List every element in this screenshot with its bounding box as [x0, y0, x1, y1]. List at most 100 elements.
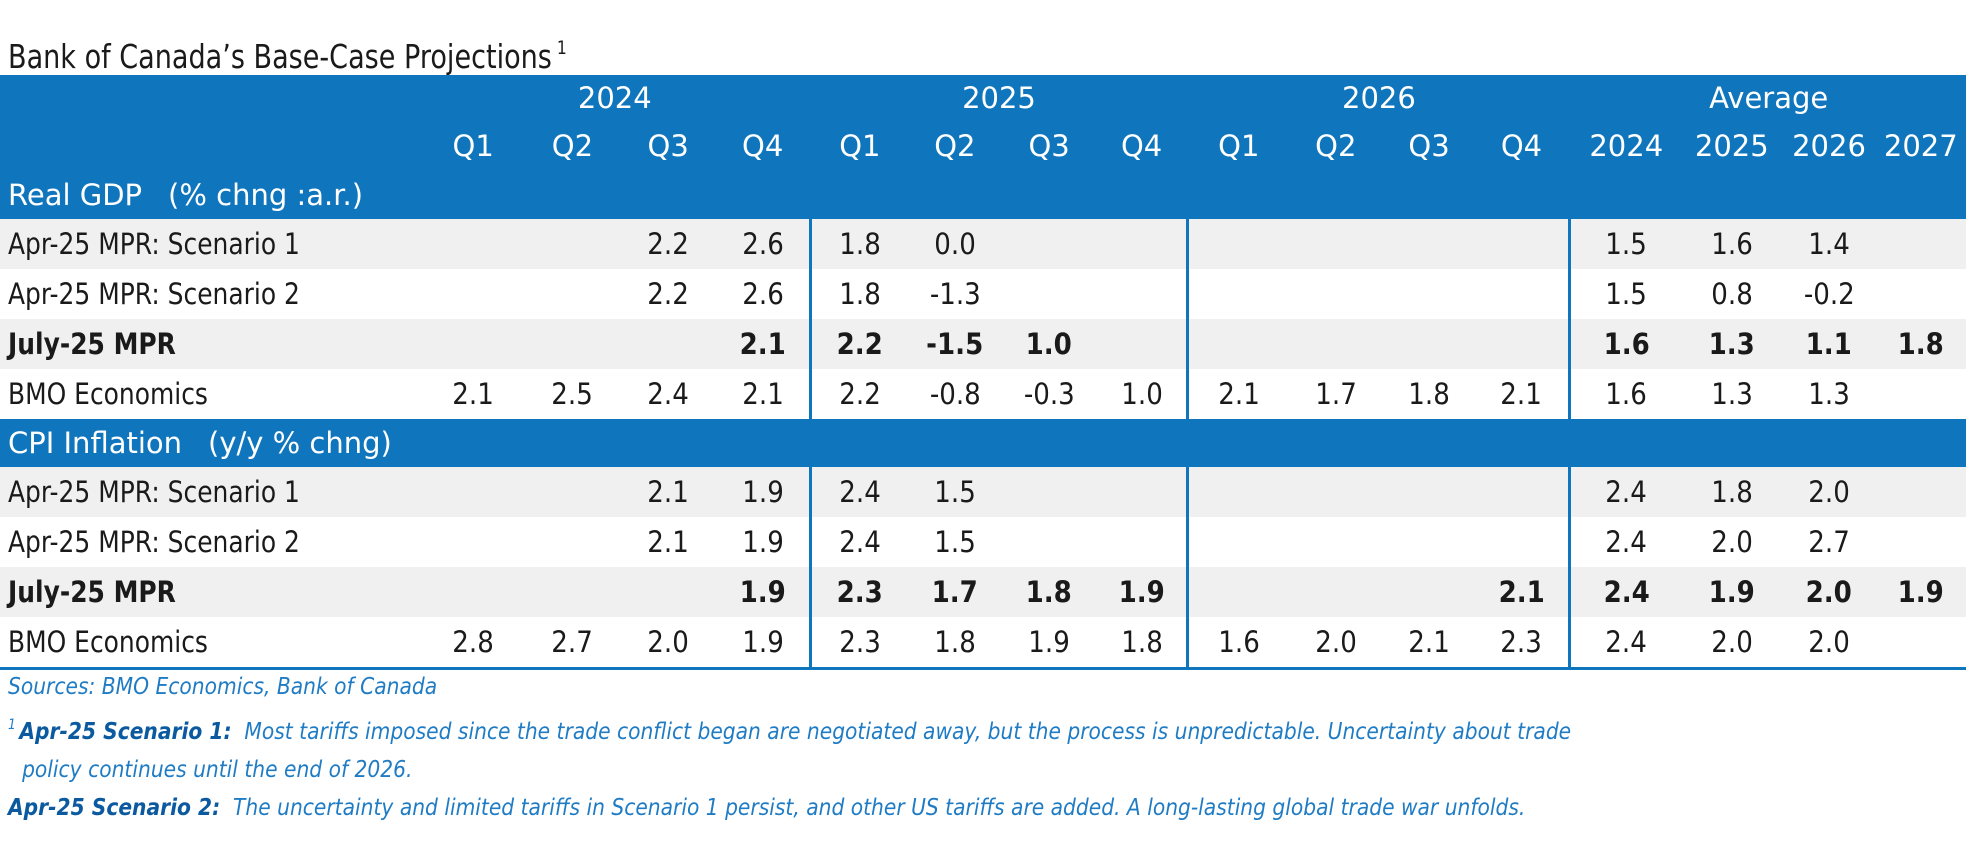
value-text: 2.0 — [1808, 475, 1850, 509]
header-quarter: Q4 — [716, 121, 811, 171]
value-cell: 2.0 — [1782, 567, 1876, 617]
value-cell: 2.1 — [619, 467, 717, 517]
value-cell: 1.9 — [716, 467, 811, 517]
row-label-text: July-25 MPR — [8, 575, 176, 609]
value-cell: 2.1 — [716, 319, 811, 369]
value-cell — [1186, 319, 1289, 369]
value-cell: 1.6 — [1681, 219, 1783, 269]
value-cell: 1.0 — [1001, 319, 1097, 369]
value-cell: 2.3 — [808, 617, 909, 670]
value-text: 1.6 — [1605, 377, 1648, 411]
value-cell: 2.4 — [1568, 467, 1682, 517]
value-cell: 2.4 — [808, 467, 909, 517]
value-cell: 2.2 — [619, 219, 717, 269]
value-cell — [1876, 517, 1966, 567]
value-text: 1.9 — [741, 625, 784, 659]
value-text: 2.1 — [739, 327, 786, 361]
row-label-text: July-25 MPR — [8, 327, 176, 361]
value-cell — [619, 319, 717, 369]
value-text: 1.9 — [739, 575, 786, 609]
value-cell — [1475, 517, 1570, 567]
header-year-2024: 2024 — [421, 75, 811, 121]
row-label: BMO Economics — [0, 617, 422, 670]
value-cell: 1.6 — [1568, 369, 1682, 419]
header-quarter: Q1 — [421, 121, 526, 171]
value-cell — [1876, 369, 1966, 419]
row-label-text: Apr-25 MPR: Scenario 1 — [8, 475, 300, 509]
header-year-2026: 2026 — [1186, 75, 1570, 121]
value-text: 0.0 — [934, 227, 976, 261]
table-row: Apr-25 MPR: Scenario 2 2.1 1.9 2.4 1.5 2.4 2.0… — [0, 517, 1966, 567]
value-text: 2.3 — [836, 575, 883, 609]
section-header-fill — [421, 171, 811, 219]
scenario2-text: The uncertainty and limited tariffs in S… — [233, 795, 1526, 821]
section-title: Real GDP — [8, 178, 143, 212]
header-average-year: 2025 — [1681, 121, 1783, 171]
value-cell — [525, 567, 620, 617]
table-row: Apr-25 MPR: Scenario 1 2.1 1.9 2.4 1.5 2.4 1.8… — [0, 467, 1966, 517]
section-header-real-gdp: Real GDP (% chng :a.r.) — [0, 171, 1966, 219]
value-cell: 2.6 — [716, 219, 811, 269]
value-cell — [1475, 269, 1570, 319]
value-text: 1.8 — [1408, 377, 1450, 411]
value-text: 1.4 — [1808, 227, 1850, 261]
header-quarter: Q1 — [808, 121, 909, 171]
value-text: 2.1 — [1408, 625, 1450, 659]
scenario2-label: Apr-25 Scenario 2: — [8, 795, 221, 821]
footnote-mark: 1 — [8, 717, 16, 733]
value-cell: 1.1 — [1782, 319, 1876, 369]
value-cell: 2.1 — [620, 517, 717, 567]
value-cell: 1.9 — [1681, 567, 1783, 617]
section-label: Real GDP (% chng :a.r.) — [0, 171, 422, 219]
row-label-text: BMO Economics — [8, 377, 208, 411]
value-cell — [1186, 219, 1289, 269]
value-cell: 1.6 — [1568, 319, 1682, 369]
value-cell: 1.5 — [1568, 269, 1682, 319]
value-cell: 1.8 — [1383, 369, 1474, 419]
value-cell — [1474, 219, 1570, 269]
value-text: 2.6 — [741, 277, 784, 311]
row-label: July-25 MPR — [0, 567, 422, 617]
value-cell: 2.0 — [1681, 517, 1782, 567]
value-text: 1.8 — [1120, 625, 1163, 659]
row-label-text: Apr-25 MPR: Scenario 2 — [8, 277, 300, 311]
value-text: 2.1 — [452, 377, 494, 411]
value-cell — [1875, 467, 1966, 517]
value-text: 1.9 — [1708, 575, 1755, 609]
value-text: 2.1 — [1498, 575, 1545, 609]
value-text: -0.8 — [929, 377, 981, 411]
table-title: Bank of Canada’s Base-Case Projections 1 — [8, 26, 567, 79]
value-cell: 2.4 — [1568, 567, 1682, 617]
value-text: 2.6 — [741, 227, 784, 261]
row-label-text: Apr-25 MPR: Scenario 1 — [8, 227, 300, 261]
value-cell: -0.8 — [908, 369, 1001, 419]
value-cell: 2.4 — [1568, 617, 1682, 670]
value-cell: 1.4 — [1782, 219, 1876, 269]
header-average: Average — [1568, 75, 1966, 121]
value-text: 2.7 — [551, 625, 594, 659]
value-cell: 2.4 — [808, 517, 909, 567]
table-row: Apr-25 MPR: Scenario 1 2.2 2.6 1.8 0.0 1.5 1.6… — [0, 219, 1966, 269]
value-cell: 2.5 — [525, 369, 619, 419]
value-text: 1.8 — [1897, 327, 1944, 361]
value-text: 1.9 — [1028, 625, 1070, 659]
value-text: 2.2 — [836, 327, 883, 361]
value-text: 2.4 — [1603, 575, 1650, 609]
title-footnote-mark: 1 — [556, 37, 567, 59]
value-cell: 2.1 — [1475, 369, 1570, 419]
value-text: 1.3 — [1708, 327, 1755, 361]
value-cell — [1288, 219, 1384, 269]
header-quarter: Q4 — [1096, 121, 1188, 171]
value-cell — [1001, 467, 1097, 517]
value-cell — [1288, 517, 1383, 567]
value-cell — [421, 269, 525, 319]
sources-note: Sources: BMO Economics, Bank of Canada — [8, 674, 438, 700]
value-cell — [1001, 269, 1096, 319]
value-cell: 1.8 — [808, 219, 909, 269]
section-title: CPI Inflation — [8, 426, 183, 460]
row-label: BMO Economics — [0, 369, 421, 419]
value-cell — [421, 219, 526, 269]
row-label: Apr-25 MPR: Scenario 1 — [0, 467, 422, 517]
value-cell — [1186, 517, 1289, 567]
table-row: Apr-25 MPR: Scenario 2 2.2 2.6 1.8 -1.3 1.5 0.… — [0, 269, 1966, 319]
